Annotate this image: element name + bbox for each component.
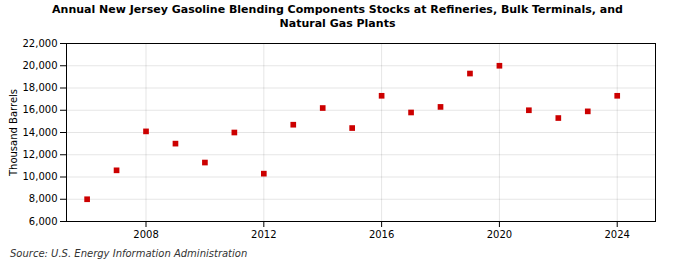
svg-text:12,000: 12,000 [23, 149, 58, 160]
svg-text:16,000: 16,000 [23, 104, 58, 115]
svg-text:10,000: 10,000 [23, 171, 58, 182]
svg-text:2008: 2008 [133, 229, 158, 240]
svg-text:8,000: 8,000 [29, 193, 58, 204]
svg-text:2024: 2024 [604, 229, 629, 240]
svg-text:6,000: 6,000 [29, 216, 58, 227]
svg-text:14,000: 14,000 [23, 127, 58, 138]
svg-text:2016: 2016 [369, 229, 394, 240]
html-text:Source: U.S. Energy Informatio: Source: U.S. Energy Information Administ… [10, 248, 248, 259]
svg-text:18,000: 18,000 [23, 82, 58, 93]
html-text:Annual New Jersey Gasoline Ble: Annual New Jersey Gasoline Blending Comp… [52, 3, 623, 30]
svg-text:22,000: 22,000 [23, 38, 58, 49]
svg-text:20,000: 20,000 [23, 60, 58, 71]
svg-text:Thousand Barrels: Thousand Barrels [8, 89, 19, 177]
svg-text:2012: 2012 [251, 229, 276, 240]
svg-text:2020: 2020 [487, 229, 512, 240]
